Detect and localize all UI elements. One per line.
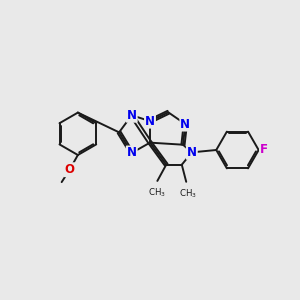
Text: N: N	[187, 146, 197, 159]
Text: N: N	[127, 146, 137, 159]
Text: N: N	[127, 109, 137, 122]
Text: N: N	[145, 115, 155, 128]
Text: O: O	[64, 163, 75, 176]
Text: CH$_3$: CH$_3$	[179, 188, 196, 200]
Text: F: F	[260, 143, 268, 157]
Text: CH$_3$: CH$_3$	[148, 187, 166, 199]
Text: N: N	[180, 118, 190, 130]
